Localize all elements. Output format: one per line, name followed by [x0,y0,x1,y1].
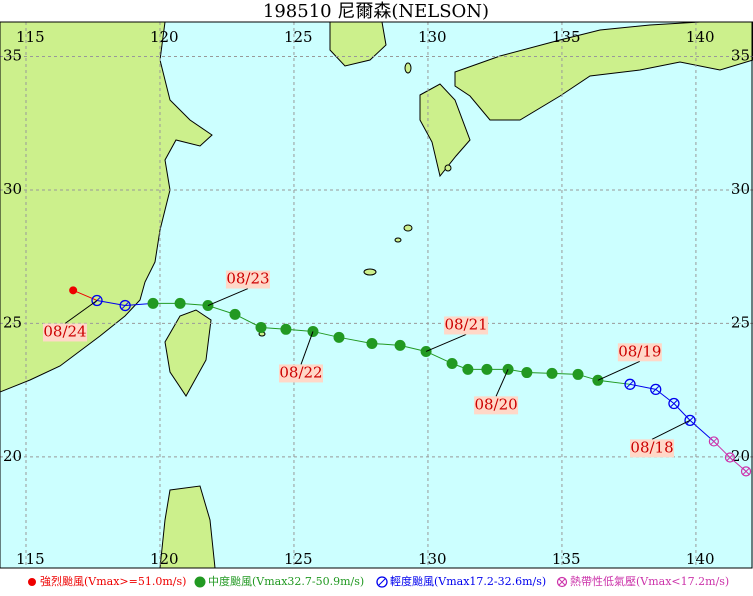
track-point [394,339,406,351]
label-leader [300,331,314,365]
date-label-box [225,270,270,289]
y-tick-label: 25 [731,313,750,331]
label-leader [64,300,98,324]
legend-label: 輕度颱風(Vmax17.2-32.6m/s) [390,574,546,588]
track-point [650,383,662,396]
track-segment [655,388,675,404]
marker-cross [710,438,718,445]
x-tick-label: 130 [418,550,447,568]
track-point [521,367,533,379]
date-label-box [444,316,489,335]
track-point [255,321,267,333]
date-label: 08/23 [226,270,269,288]
y-tick-label: 20 [3,447,22,465]
date-label-box [278,364,323,383]
x-tick-label: 130 [418,28,447,46]
date-label-box [617,343,662,362]
label-leader [207,288,249,307]
marker-stroke [626,380,634,388]
x-tick-label: 140 [686,28,715,46]
date-label: 08/22 [279,363,322,381]
track: 08/18 08/19 08/20 08/21 08/22 08/23 08/24 [43,270,752,477]
track-segment [673,403,691,421]
y-tick-label: 35 [731,46,750,64]
track-segment [338,336,373,344]
track-point [69,286,78,295]
marker-stroke [652,386,660,393]
marker-cross [558,578,566,586]
track-point [556,576,568,588]
label-leader [495,369,509,397]
y-tick-label: 35 [3,46,22,64]
x-tick-label: 115 [16,550,45,568]
track-point [684,414,696,427]
track-point [462,363,474,375]
label-leader [425,334,467,352]
track-point [446,357,458,369]
grid: 115 115 120 120 125 125 130 130 135 135 140 140 20 20… [0,22,753,568]
date-label: 08/19 [618,342,661,360]
track-point [546,367,558,379]
marker-stroke [121,302,129,309]
track-point [194,576,206,588]
frame [0,21,753,569]
x-tick-label: 125 [284,550,313,568]
track-point [668,397,680,410]
marker-stroke [378,578,386,586]
y-tick-label: 20 [731,447,750,465]
x-tick-label: 115 [16,28,45,46]
title: 198510 尼爾森(NELSON) [263,1,489,22]
x-tick-label: 120 [150,550,179,568]
land [0,21,753,569]
marker-cross [726,454,734,461]
date-label-box [43,323,88,342]
track-point [147,297,159,309]
x-tick-label: 125 [284,28,313,46]
x-tick-label: 120 [150,28,179,46]
y-tick-label: 30 [731,180,750,198]
y-tick-label: 25 [3,313,22,331]
track-point [724,452,736,463]
x-tick-label: 135 [552,550,581,568]
marker-cross [742,467,750,475]
legend-label: 強烈颱風(Vmax>=51.0m/s) [40,574,186,588]
x-tick-label: 135 [552,28,581,46]
track-point [708,436,719,447]
track-point [119,299,131,312]
marker-stroke [670,400,678,407]
track-point [229,308,241,320]
track-segment [72,289,98,301]
track-point [333,331,345,343]
track-point [376,576,388,588]
label-leader [597,360,641,381]
date-label: 08/24 [43,322,86,340]
date-label: 08/21 [444,315,487,333]
track-point [366,337,378,349]
track-point [91,294,103,307]
track-point [28,578,36,586]
track-point [481,363,493,375]
date-label-box [474,396,519,415]
date-label: 08/20 [474,395,517,413]
y-tick-label: 30 [3,180,22,198]
legend-label: 熱帶性低氣壓(Vmax<17.2m/s) [570,574,729,588]
track-point [280,323,292,335]
x-tick-label: 140 [686,550,715,568]
label-leader [651,419,691,440]
track-point [740,466,752,477]
track-point [174,297,186,309]
legend: 強烈颱風(Vmax>=51.0m/s) 中度颱風(Vmax32.7-50.9m/s… [28,574,729,588]
track-point [624,378,636,390]
date-label-box [630,439,675,458]
legend-label: 中度颱風(Vmax32.7-50.9m/s) [208,574,364,588]
track-point [572,368,584,380]
date-label: 08/18 [630,438,673,456]
